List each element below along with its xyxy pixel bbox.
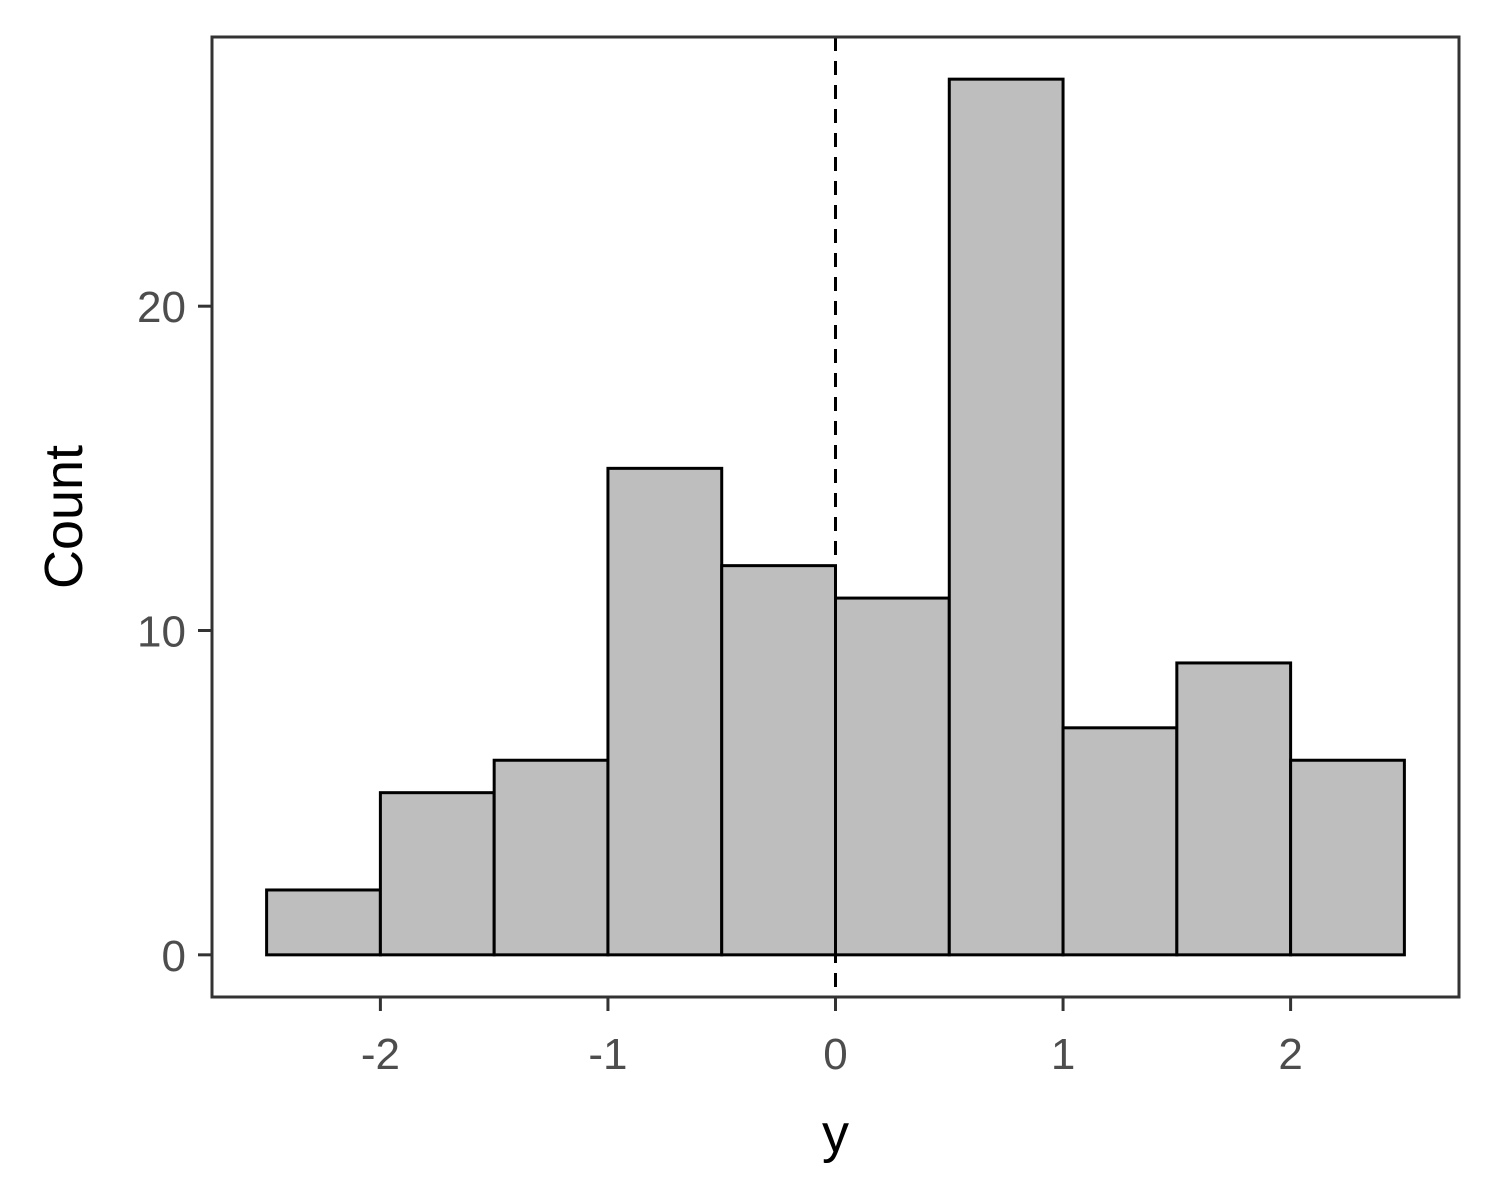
x-tick-label: 0 [823, 1030, 847, 1079]
y-axis-title: Count [34, 445, 94, 589]
bars-group [265, 77, 1406, 957]
y-tick-label: 0 [162, 932, 186, 981]
x-tick-label: -1 [588, 1030, 627, 1079]
histogram-bar-7 [947, 77, 1065, 957]
x-tick-label: 2 [1278, 1030, 1302, 1079]
y-axis: 0 10 20 [137, 283, 212, 981]
histogram-bar-1 [265, 888, 382, 957]
x-axis-title: y [822, 1104, 849, 1164]
histogram-bar-4 [606, 466, 724, 957]
x-tick-label: 1 [1051, 1030, 1075, 1079]
histogram-bar-3 [492, 758, 610, 957]
x-tick-label: -2 [361, 1030, 400, 1079]
histogram-bar-8 [1061, 726, 1179, 957]
y-tick-label: 20 [137, 283, 186, 332]
histogram-bar-2 [378, 791, 496, 957]
x-axis: -2 -1 0 1 2 [361, 997, 1303, 1079]
y-tick-label: 10 [137, 608, 186, 657]
histogram-bar-10 [1289, 758, 1406, 957]
histogram-bar-9 [1175, 661, 1293, 957]
histogram-bar-6 [834, 596, 951, 957]
histogram-bar-5 [720, 564, 838, 957]
